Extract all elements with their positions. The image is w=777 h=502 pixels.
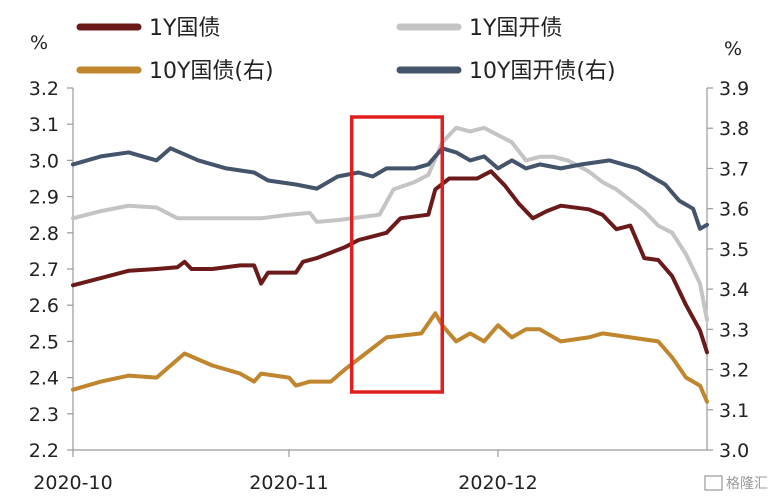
y-left-tick-label: 2.6 <box>29 295 59 317</box>
y-right-tick-label: 3.8 <box>719 118 749 140</box>
legend-10y-cdb: 10Y国开债(右) <box>396 59 616 84</box>
y-right-tick-label: 3.5 <box>719 239 749 261</box>
series-group <box>71 125 709 404</box>
legend-label: 10Y国债(右) <box>149 59 274 84</box>
x-tick-label: 2020-11 <box>249 472 328 494</box>
y-left-tick-label: 3.2 <box>29 78 59 100</box>
right-axis-unit: % <box>724 38 742 60</box>
left-axis-unit: % <box>30 32 48 54</box>
y-right-tick-label: 3.6 <box>719 199 749 221</box>
y-left-tick-label: 3.0 <box>29 150 59 172</box>
y-left-tick-label: 2.7 <box>29 259 59 281</box>
y-left-tick-label: 2.4 <box>29 368 59 390</box>
watermark: 格隆汇 <box>704 475 768 492</box>
x-tick-label: 2020-10 <box>33 472 112 494</box>
legend-1y-gov: 1Y国债 <box>76 16 220 41</box>
axes: 3.2 3.1 3.0 2.9 2.8 2.7 2.6 2.5 2.4 2.3 2.2 3.9 3.8 3… <box>29 78 749 494</box>
y-right-tick-label: 3.4 <box>719 279 749 301</box>
series-1y-cdb-line <box>71 125 709 322</box>
y-right-tick-label: 3.0 <box>719 440 749 462</box>
legend-1y-cdb: 1Y国开债 <box>396 16 562 41</box>
legend-label: 10Y国开债(右) <box>469 59 616 84</box>
series-10y-gov-line <box>71 311 709 404</box>
legend-10y-gov: 10Y国债(右) <box>76 59 274 84</box>
series-1y-gov-line <box>71 169 709 355</box>
y-right-tick-label: 3.1 <box>719 400 749 422</box>
y-right-tick-label: 3.2 <box>719 360 749 382</box>
watermark-text: 格隆汇 <box>726 476 768 492</box>
legend-label: 1Y国开债 <box>469 16 562 41</box>
y-right-tick-label: 3.7 <box>719 158 749 180</box>
y-left-tick-label: 2.8 <box>29 223 59 245</box>
y-right-tick-label: 3.9 <box>719 78 749 100</box>
y-left-tick-label: 2.9 <box>29 187 59 209</box>
highlight-group <box>349 115 445 394</box>
x-tick-label: 2020-12 <box>458 472 537 494</box>
y-left-tick-label: 2.2 <box>29 440 59 462</box>
y-right-tick-label: 3.3 <box>719 319 749 341</box>
legend: 1Y国债 1Y国开债 10Y国债(右) 10Y国开债(右) <box>76 16 616 84</box>
watermark-logo-icon <box>704 475 723 491</box>
y-left-tick-label: 3.1 <box>29 114 59 136</box>
legend-label: 1Y国债 <box>149 16 220 41</box>
highlight-box <box>349 115 445 394</box>
y-left-tick-label: 2.3 <box>29 404 59 426</box>
y-left-tick-label: 2.5 <box>29 331 59 353</box>
